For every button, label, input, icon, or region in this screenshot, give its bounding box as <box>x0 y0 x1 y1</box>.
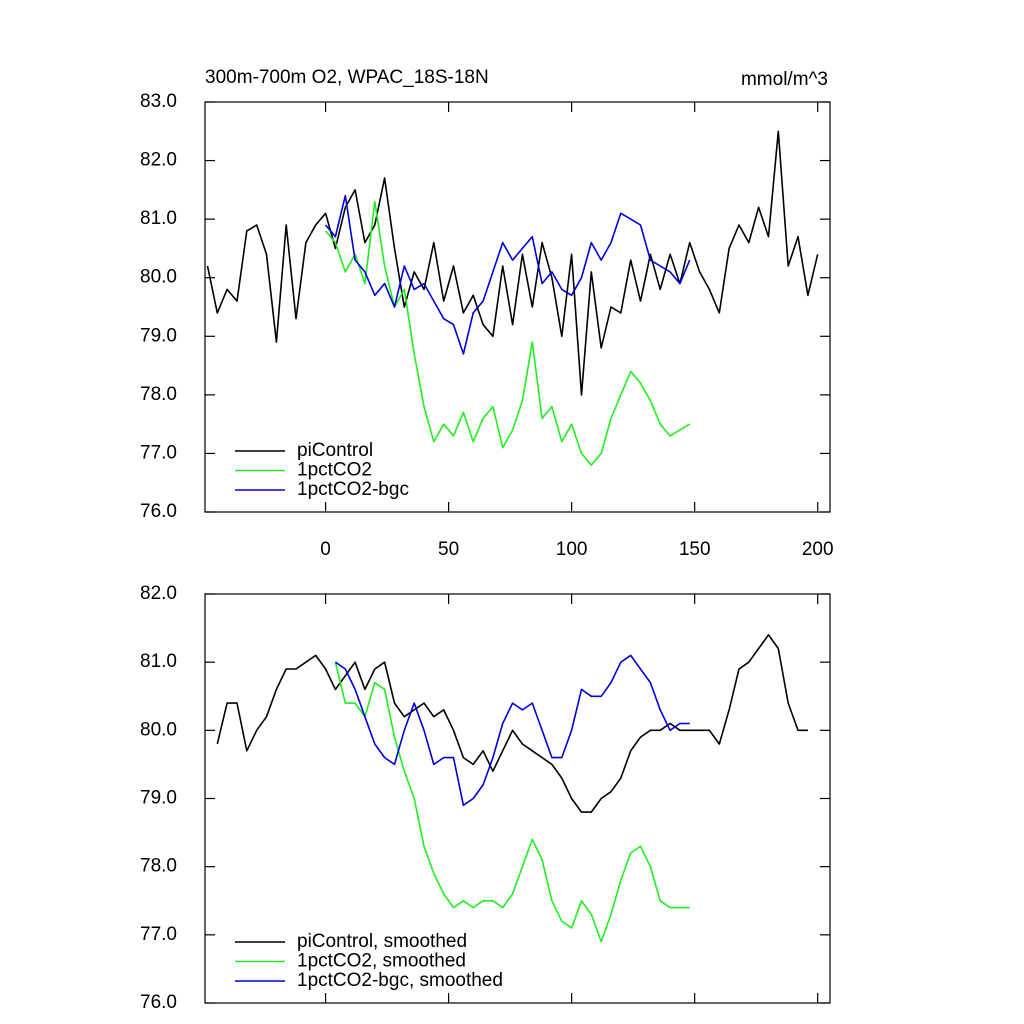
y-tick-label: 78.0 <box>140 384 177 405</box>
y-tick-label: 78.0 <box>140 856 177 877</box>
legend-label: 1pctCO2-bgc, smoothed <box>297 970 503 991</box>
y-tick-label: 80.0 <box>140 719 177 740</box>
data-line <box>334 662 690 943</box>
y-tick-label: 79.0 <box>140 788 177 809</box>
data-line <box>216 634 808 813</box>
data-line <box>324 200 691 466</box>
plot-frame <box>204 101 831 513</box>
legend-label: piControl, smoothed <box>297 931 467 952</box>
y-tick-label: 77.0 <box>140 442 177 463</box>
chart-title: 300m-700m O2, WPAC_18S-18N <box>205 67 489 88</box>
data-line <box>324 194 691 355</box>
data-line <box>334 654 690 807</box>
data-line <box>206 130 819 396</box>
unit-label: mmol/m^3 <box>741 69 828 90</box>
legend-label: 1pctCO2, smoothed <box>297 951 466 972</box>
x-tick-label: 150 <box>679 539 711 560</box>
y-tick-label: 81.0 <box>140 651 177 672</box>
x-tick-label: 200 <box>802 539 834 560</box>
x-tick-label: 0 <box>320 539 331 560</box>
x-tick-label: 50 <box>438 539 459 560</box>
y-tick-label: 82.0 <box>140 583 177 604</box>
y-tick-label: 80.0 <box>140 267 177 288</box>
y-tick-label: 81.0 <box>140 208 177 229</box>
y-tick-label: 83.0 <box>140 91 177 112</box>
y-tick-label: 77.0 <box>140 924 177 945</box>
x-tick-label: 100 <box>556 539 588 560</box>
y-tick-label: 79.0 <box>140 325 177 346</box>
y-tick-label: 76.0 <box>140 501 177 522</box>
y-tick-label: 76.0 <box>140 992 177 1013</box>
legend-label: piControl <box>297 440 373 461</box>
legend-label: 1pctCO2-bgc <box>297 479 409 500</box>
y-tick-label: 82.0 <box>140 150 177 171</box>
legend-label: 1pctCO2 <box>297 460 372 481</box>
